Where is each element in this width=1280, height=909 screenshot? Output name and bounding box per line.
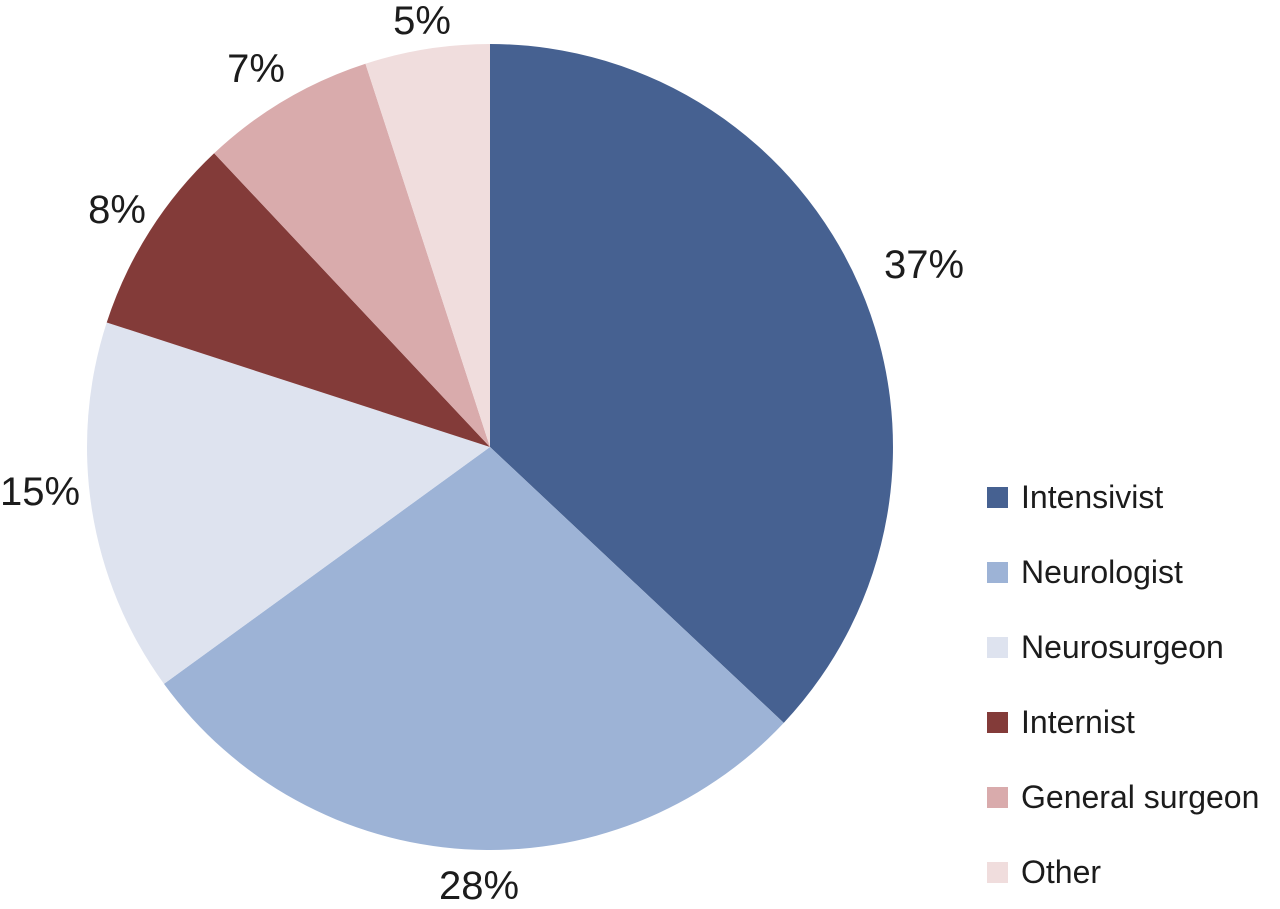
- pie-slice-general-surgeon: [214, 63, 490, 447]
- legend-swatch-other: [987, 861, 1008, 883]
- slice-label-internist: 8%: [88, 188, 146, 232]
- legend-item-neurosurgeon: Neurosurgeon: [987, 631, 1259, 663]
- legend-swatch-intensivist: [987, 486, 1008, 508]
- legend-label-other: Other: [1021, 854, 1102, 890]
- pie-slice-internist: [106, 153, 490, 448]
- pie-slice-neurologist: [163, 447, 784, 850]
- legend-label-neurosurgeon: Neurosurgeon: [1021, 629, 1224, 665]
- pie-slice-neurosurgeon: [86, 322, 490, 684]
- legend-item-general-surgeon: General surgeon: [987, 781, 1259, 813]
- legend-label-internist: Internist: [1021, 704, 1135, 740]
- legend-swatch-general-surgeon: [987, 786, 1008, 808]
- slice-label-other: 5%: [393, 0, 451, 43]
- legend-swatch-neurosurgeon: [987, 636, 1008, 658]
- slice-label-neurosurgeon: 15%: [0, 470, 81, 514]
- pie-slice-intensivist: [490, 44, 893, 723]
- slice-label-general-surgeon: 7%: [227, 47, 285, 91]
- legend-item-neurologist: Neurologist: [987, 556, 1259, 588]
- legend-label-general-surgeon: General surgeon: [1021, 779, 1260, 815]
- legend-label-intensivist: Intensivist: [1021, 479, 1164, 515]
- legend-label-neurologist: Neurologist: [1021, 554, 1183, 590]
- slice-label-intensivist: 37%: [883, 243, 965, 287]
- legend: Intensivist Neurologist Neurosurgeon Int…: [987, 481, 1259, 888]
- legend-swatch-internist: [987, 711, 1008, 733]
- pie-slice-other: [365, 44, 490, 447]
- legend-item-internist: Internist: [987, 706, 1259, 738]
- legend-swatch-neurologist: [987, 561, 1008, 583]
- legend-item-other: Other: [987, 856, 1259, 888]
- slice-label-neurologist: 28%: [438, 864, 520, 908]
- legend-item-intensivist: Intensivist: [987, 481, 1259, 513]
